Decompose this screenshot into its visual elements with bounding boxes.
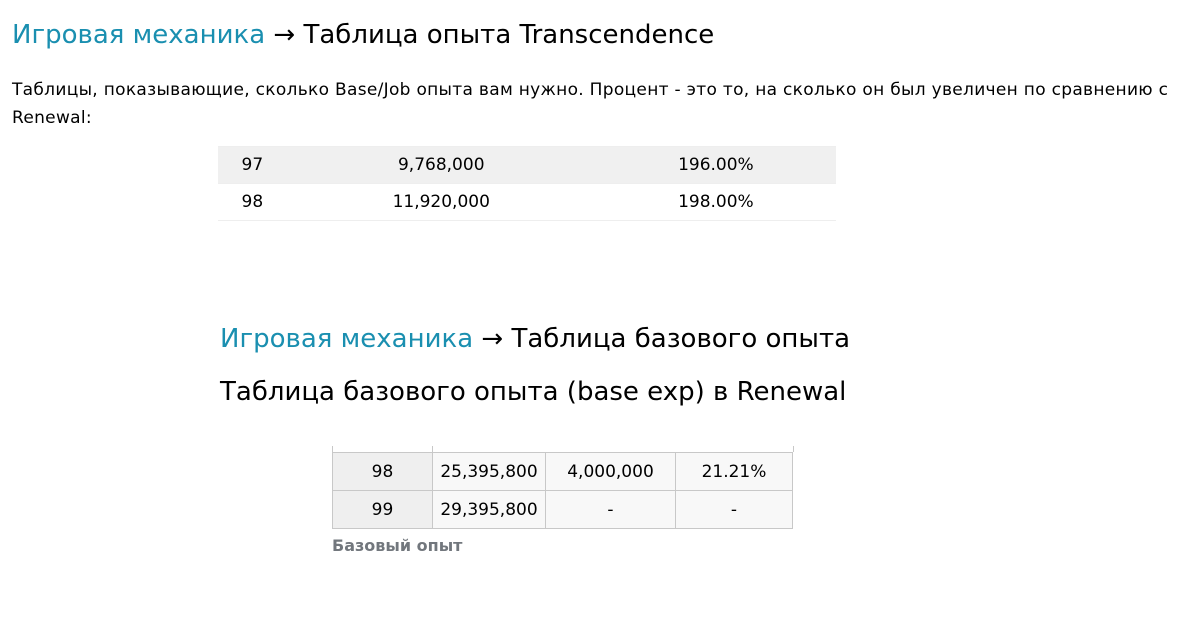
table-cell: 4,000,000: [545, 452, 676, 491]
table-cell: 29,395,800: [432, 490, 546, 529]
table-cell: 21.21%: [675, 452, 793, 491]
title: Таблица базового опыта: [511, 324, 851, 354]
table-cell: 11,920,000: [286, 183, 596, 221]
table-cell: 99: [332, 490, 433, 529]
table-cell: 9,768,000: [286, 146, 596, 184]
exp-table: 97 9,768,000 196.00% 98 11,920,000 198.00%: [218, 146, 836, 221]
border: [332, 446, 333, 452]
page-title: Игровая механика → Таблица опыта Transce…: [12, 20, 714, 50]
table-cell: 196.00%: [595, 146, 836, 184]
breadcrumb-link[interactable]: Игровая механика: [220, 324, 474, 354]
table-row: 98 25,395,800 4,000,000 21.21%: [332, 452, 793, 491]
table-cell: -: [545, 490, 676, 529]
caption: Базовый опыт: [332, 536, 463, 555]
title: Таблица опыта Transcendence: [303, 20, 715, 50]
table-row: 97 9,768,000 196.00%: [218, 146, 836, 184]
base-exp-table: 98 25,395,800 4,000,000 21.21% 99 29,395,800-…: [332, 452, 793, 529]
heading: Таблица базового опыта (base exp) в Rene…: [220, 377, 847, 407]
table-row: 98 11,920,000 198.00%: [218, 183, 836, 221]
breadcrumb-link[interactable]: Игровая механика: [12, 20, 266, 50]
table-cell: 98: [218, 183, 287, 221]
arrow: →: [481, 324, 504, 354]
table-cell: 198.00%: [595, 183, 836, 221]
table-cell: 98: [332, 452, 433, 491]
table-cell: 97: [218, 146, 287, 184]
intro: Таблицы, показывающие, сколько Base/Job …: [12, 80, 1169, 128]
arrow: →: [273, 20, 296, 50]
border: [432, 446, 433, 452]
page-title: Игровая механика → Таблица базового опыт…: [220, 324, 850, 354]
table-cell: 25,395,800: [432, 452, 546, 491]
border: [793, 446, 794, 452]
table-cell: -: [675, 490, 793, 529]
table-row: 99 29,395,800- -: [332, 490, 793, 529]
